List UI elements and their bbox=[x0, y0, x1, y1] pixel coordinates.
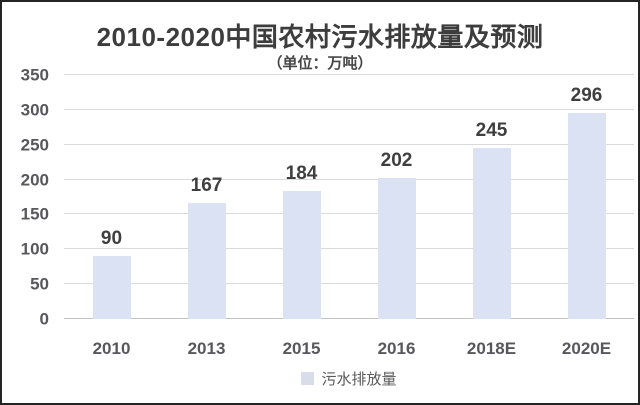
y-axis-tick-label: 300 bbox=[20, 100, 49, 120]
y-axis-tick-label: 100 bbox=[20, 239, 49, 259]
bar-2015 bbox=[282, 190, 321, 319]
y-axis: 0 50 100 150 200 250 300 350 bbox=[2, 67, 56, 328]
bar-column: 90 bbox=[64, 75, 159, 319]
x-axis-tick-label: 2016 bbox=[377, 339, 416, 358]
bar-value-label: 296 bbox=[570, 84, 603, 106]
gridline bbox=[64, 74, 634, 75]
gridline bbox=[64, 143, 634, 145]
bar-2020E bbox=[567, 112, 606, 319]
legend-label: 污水排放量 bbox=[321, 371, 397, 388]
gridline bbox=[64, 178, 634, 180]
bar-2010 bbox=[92, 256, 131, 319]
bar-2018E bbox=[472, 148, 511, 319]
y-axis-tick-label: 0 bbox=[39, 309, 49, 329]
x-axis-tick-label: 2013 bbox=[187, 339, 226, 358]
bar-2016 bbox=[377, 178, 416, 319]
gridline bbox=[64, 213, 634, 215]
bar-value-label: 202 bbox=[380, 150, 413, 172]
gridline bbox=[64, 248, 634, 250]
bar-value-label: 245 bbox=[475, 120, 508, 142]
plot-area: 90 167 184 202 245 296 bbox=[64, 74, 634, 319]
bar-column: 167 bbox=[159, 75, 254, 319]
y-axis-tick-label: 250 bbox=[20, 135, 49, 155]
y-axis-tick-label: 350 bbox=[20, 65, 49, 85]
gridline bbox=[64, 108, 634, 110]
bar-column: 296 bbox=[539, 75, 634, 319]
bar-column: 245 bbox=[444, 75, 539, 319]
x-axis-tick-label: 2018E bbox=[466, 339, 517, 358]
chart-title: 2010-2020中国农村污水排放量及预测 bbox=[96, 22, 544, 52]
x-axis-line bbox=[64, 318, 634, 319]
bar-value-label: 90 bbox=[100, 228, 123, 250]
x-axis: 2010 2013 2015 2016 2018E 2020E bbox=[64, 338, 634, 360]
bars-row: 90 167 184 202 245 296 bbox=[64, 75, 634, 319]
bar-column: 184 bbox=[254, 75, 349, 319]
legend: 污水排放量 bbox=[64, 368, 634, 389]
legend-swatch-icon bbox=[301, 372, 315, 385]
bar-column: 202 bbox=[349, 75, 444, 319]
x-axis-tick-label: 2010 bbox=[92, 339, 131, 358]
x-axis-tick-label: 2015 bbox=[282, 339, 321, 358]
y-axis-tick-label: 50 bbox=[30, 274, 49, 294]
gridline bbox=[64, 283, 634, 285]
y-axis-tick-label: 200 bbox=[20, 170, 49, 190]
y-axis-tick-label: 150 bbox=[20, 204, 49, 224]
bar-value-label: 167 bbox=[190, 174, 223, 196]
bar-2013 bbox=[187, 202, 226, 319]
chart-subtitle: （单位：万吨） bbox=[267, 55, 373, 72]
bar-value-label: 184 bbox=[285, 162, 318, 184]
x-axis-tick-label: 2020E bbox=[561, 339, 612, 358]
